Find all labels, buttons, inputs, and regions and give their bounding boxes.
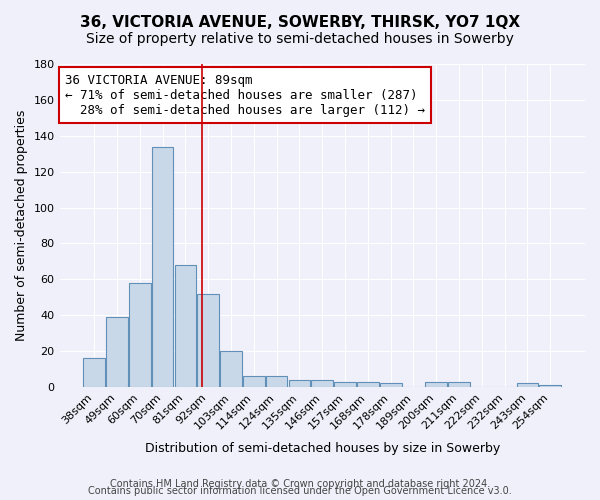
Bar (220, 351, 242, 387)
Bar (129, 283, 151, 387)
Bar (539, 386, 561, 387)
Bar (83, 358, 105, 387)
Bar (517, 384, 538, 387)
Bar (106, 317, 128, 387)
Bar (175, 265, 196, 387)
Bar (311, 380, 333, 387)
Bar (152, 146, 173, 387)
Bar (380, 384, 401, 387)
Bar (334, 382, 356, 387)
Text: 36, VICTORIA AVENUE, SOWERBY, THIRSK, YO7 1QX: 36, VICTORIA AVENUE, SOWERBY, THIRSK, YO… (80, 15, 520, 30)
Text: 36 VICTORIA AVENUE: 89sqm
← 71% of semi-detached houses are smaller (287)
  28% : 36 VICTORIA AVENUE: 89sqm ← 71% of semi-… (65, 74, 425, 116)
Y-axis label: Number of semi-detached properties: Number of semi-detached properties (15, 110, 28, 341)
Bar (197, 294, 219, 387)
Bar (425, 382, 447, 387)
Bar (289, 380, 310, 387)
X-axis label: Distribution of semi-detached houses by size in Sowerby: Distribution of semi-detached houses by … (145, 442, 500, 455)
Bar (266, 376, 287, 387)
Bar (448, 382, 470, 387)
Text: Size of property relative to semi-detached houses in Sowerby: Size of property relative to semi-detach… (86, 32, 514, 46)
Bar (357, 382, 379, 387)
Text: Contains public sector information licensed under the Open Government Licence v3: Contains public sector information licen… (88, 486, 512, 496)
Text: Contains HM Land Registry data © Crown copyright and database right 2024.: Contains HM Land Registry data © Crown c… (110, 479, 490, 489)
Bar (243, 376, 265, 387)
